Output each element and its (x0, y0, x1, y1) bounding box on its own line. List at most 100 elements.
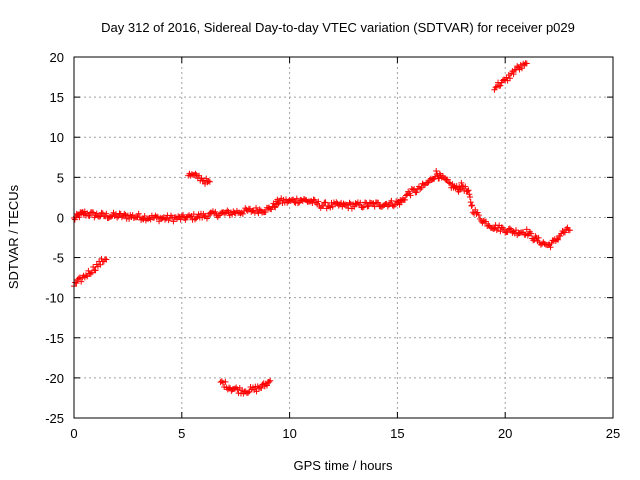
data-point (566, 227, 573, 234)
data-point (162, 216, 169, 223)
x-axis-label: GPS time / hours (294, 458, 393, 473)
x-tick-label: 0 (70, 426, 77, 441)
data-point (205, 178, 212, 185)
series-segment-early (71, 255, 110, 290)
data-point (401, 196, 408, 203)
data-point (413, 189, 420, 196)
series-segment-high (491, 60, 530, 93)
data-point (436, 175, 443, 182)
x-tick-label: 10 (282, 426, 296, 441)
data-point (466, 193, 473, 200)
y-axis-label: SDTVAR / TECUs (6, 184, 21, 289)
data-point (333, 199, 340, 206)
y-tick-label: 15 (50, 90, 64, 105)
data-point (474, 209, 481, 216)
data-point (97, 261, 104, 268)
data-point (490, 225, 497, 232)
data-point (193, 215, 200, 222)
data-point (258, 385, 265, 392)
data-point (224, 207, 231, 214)
data-point (465, 187, 472, 194)
data-point (497, 82, 504, 89)
series-main-track (71, 168, 573, 251)
data-point (182, 216, 189, 223)
data-point (71, 216, 78, 223)
data-point (518, 65, 525, 72)
data-point (103, 210, 110, 217)
data-point (239, 210, 246, 217)
data-point (346, 199, 353, 206)
data-point (225, 384, 232, 391)
data-point (553, 235, 560, 242)
data-point (523, 60, 530, 67)
data-point (315, 198, 322, 205)
y-tick-label: 10 (50, 130, 64, 145)
data-point (103, 256, 110, 263)
data-point (359, 204, 366, 211)
y-tick-label: -5 (52, 251, 64, 266)
data-point (462, 183, 469, 190)
data-point (483, 218, 490, 225)
data-point (118, 214, 125, 221)
y-tick-label: -15 (45, 331, 64, 346)
y-tick-label: -10 (45, 291, 64, 306)
data-point (99, 210, 106, 217)
data-point (253, 204, 260, 211)
data-point (547, 244, 554, 251)
data-point (221, 210, 228, 217)
data-point (528, 230, 535, 237)
x-tick-label: 5 (178, 426, 185, 441)
data-point (90, 264, 97, 271)
data-point (75, 275, 82, 282)
series-segment-mid (185, 170, 213, 187)
data-point (212, 208, 219, 215)
data-point (222, 378, 229, 385)
data-point (263, 382, 270, 389)
grid (74, 57, 613, 418)
data-point (466, 191, 473, 198)
data-point (417, 186, 424, 193)
data-point (506, 225, 513, 232)
data-point (192, 170, 199, 177)
data-point (179, 211, 186, 218)
data-point (512, 227, 519, 234)
data-point (262, 209, 269, 216)
plot-frame (73, 56, 614, 419)
data-point (135, 210, 142, 217)
data-point (326, 203, 333, 210)
series-segment-low (217, 377, 274, 397)
data-point (561, 229, 568, 236)
data-point (535, 234, 542, 241)
data-point (293, 195, 300, 202)
data-point (272, 204, 279, 211)
data-series (71, 60, 573, 397)
data-point (78, 278, 85, 285)
data-point (444, 176, 451, 183)
data-point (309, 200, 316, 207)
data-point (433, 168, 440, 175)
data-point (85, 267, 92, 274)
data-point (108, 213, 115, 220)
data-point (253, 388, 260, 395)
data-point (375, 199, 382, 206)
axis-ticks: 0 5 10 15 20 25 -25 -20 -15 -10 -5 0 5 10 15 20 (45, 50, 620, 441)
data-point (294, 200, 301, 207)
data-point (92, 267, 99, 274)
data-point (396, 201, 403, 208)
data-point (322, 199, 329, 206)
data-point (458, 179, 465, 186)
y-tick-label: 20 (50, 50, 64, 65)
data-point (87, 270, 94, 277)
data-point (206, 178, 213, 185)
data-point (510, 71, 517, 78)
data-point (491, 86, 498, 93)
data-point (475, 212, 482, 219)
data-point (205, 213, 212, 220)
data-point (504, 228, 511, 235)
data-point (86, 213, 93, 220)
data-point (407, 192, 414, 199)
x-tick-label: 15 (390, 426, 404, 441)
data-point (523, 226, 530, 233)
data-point (445, 179, 452, 186)
data-point (469, 202, 476, 209)
